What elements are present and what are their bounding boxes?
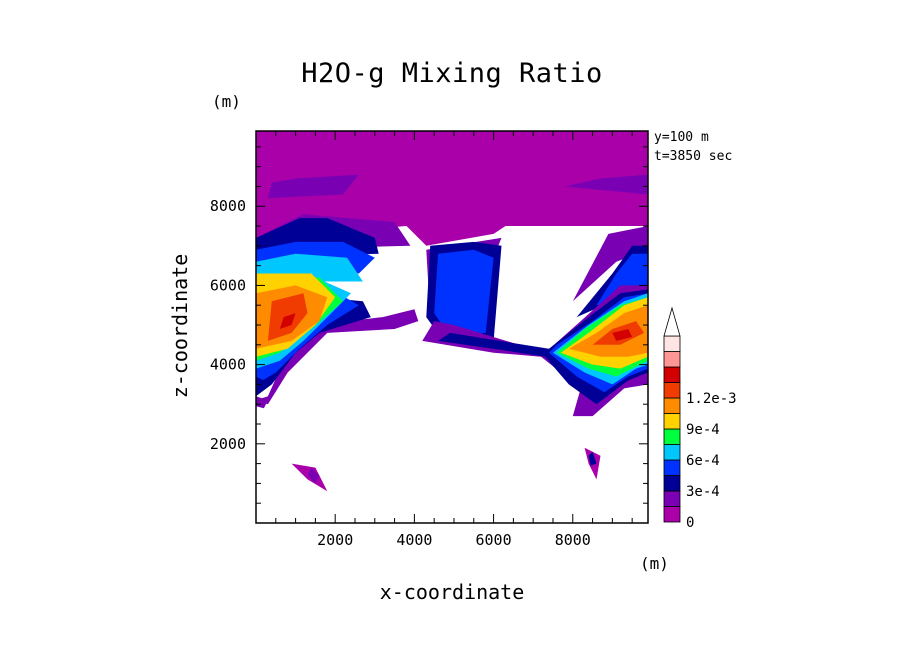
y-tick-label: 6000: [210, 276, 246, 294]
colorbar-swatch: [663, 459, 681, 476]
x-axis-unit: (m): [640, 554, 669, 573]
contour-region-level-1: [572, 226, 648, 302]
colorbar-tick-label: 6e-4: [686, 453, 720, 469]
contour-region-level-1: [307, 467, 320, 484]
colorbar-swatch: [663, 351, 681, 368]
contour-region-level-3: [434, 249, 494, 337]
y-tick-label: 8000: [210, 197, 246, 215]
x-tick-label: 2000: [317, 531, 353, 549]
x-tick-label: 4000: [396, 531, 432, 549]
contour-region-level-1: [267, 174, 359, 199]
colorbar-tick-label: 0: [686, 515, 694, 531]
colorbar-swatch: [663, 366, 681, 383]
colorbar-tick-label: 9e-4: [686, 422, 720, 438]
contour-region-level-9: [279, 313, 296, 329]
colorbar-swatch: [663, 475, 681, 492]
contour-region-level-2: [588, 451, 597, 466]
x-axis-label: x-coordinate: [379, 580, 525, 604]
contour-region-level-1: [564, 174, 648, 195]
y-axis-label: z-coordinate: [168, 253, 192, 399]
contour-fill-layer: [256, 131, 648, 492]
y-tick-label: 2000: [210, 435, 246, 453]
annotation-time: t=3850 sec: [654, 149, 733, 164]
chart-title: H2O-g Mixing Ratio: [301, 58, 603, 89]
colorbar-swatch: [663, 490, 681, 507]
contour-region-level-1: [256, 396, 268, 409]
colorbar-swatch: [663, 428, 681, 445]
colorbar-swatch: [663, 335, 681, 352]
x-tick-label: 8000: [555, 531, 591, 549]
plot-frame: [255, 130, 649, 524]
colorbar-swatch: [663, 382, 681, 399]
annotation-y-position: y=100 m: [654, 130, 709, 145]
x-axis: 2000 4000 6000 8000: [275, 131, 633, 549]
contour-region-level-9: [612, 329, 633, 341]
colorbar-swatch: [663, 413, 681, 430]
contour-region-level-0: [256, 131, 648, 246]
colorbar-tick-label: 3e-4: [686, 484, 720, 500]
colorbar-extend-arrow: [663, 306, 681, 337]
colorbar-swatch: [663, 397, 681, 414]
contour-region-level-7: [568, 305, 648, 357]
x-tick-label: 6000: [476, 531, 512, 549]
y-axis-unit: (m): [212, 92, 241, 111]
y-tick-label: 4000: [210, 356, 246, 374]
colorbar: 0 3e-4 6e-4 9e-4 1.2e-3: [663, 306, 737, 531]
colorbar-swatch: [663, 444, 681, 461]
y-axis: 2000 4000 6000 8000: [210, 146, 648, 504]
colorbar-swatch: [663, 506, 681, 523]
colorbar-tick-label: 1.2e-3: [686, 391, 737, 407]
